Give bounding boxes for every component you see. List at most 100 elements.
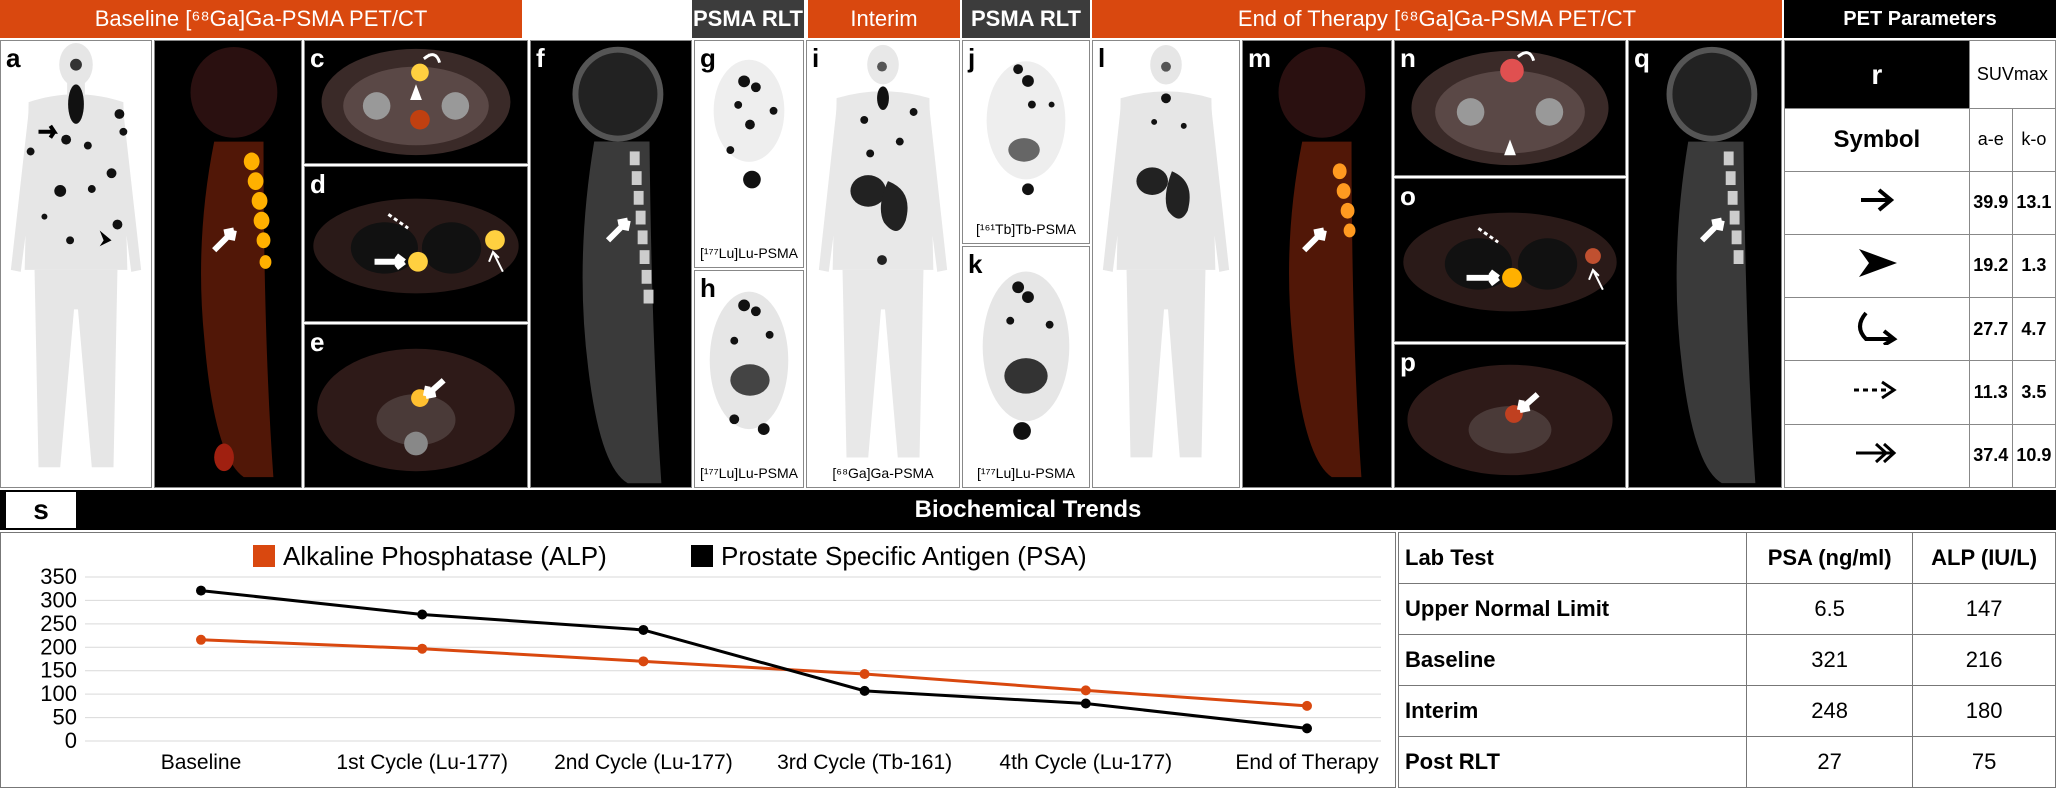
data-point bbox=[859, 668, 870, 679]
header-psma-rlt-2: PSMA RLT bbox=[962, 0, 1090, 38]
panel-q-sagittal-ct-image: q bbox=[1628, 40, 1782, 488]
caption-h: [¹⁷⁷Lu]Lu-PSMA bbox=[699, 465, 799, 481]
x-category-label: 1st Cycle (Lu-177) bbox=[336, 751, 508, 774]
panel-label-e: e bbox=[310, 327, 325, 357]
suvmax-k-o-value: 3.5 bbox=[2011, 360, 2056, 425]
suvmax-a-e-value: 19.2 bbox=[1968, 233, 2013, 299]
lab-psa-value: 248 bbox=[1745, 685, 1914, 737]
panel-label-r: r bbox=[1784, 39, 1970, 110]
lab-alp-value: 216 bbox=[1912, 634, 2056, 686]
lab-row: Baseline 321 216 bbox=[1398, 634, 2056, 686]
pet-parameters-table: r SUVmax Symbol a-e k-o 39.9 13.1 19.2 1… bbox=[1784, 39, 2056, 489]
arrowhead-icon bbox=[1858, 249, 1897, 278]
data-point bbox=[1080, 698, 1091, 709]
panel-g-lu-psma-image: g [¹⁷⁷Lu]Lu-PSMA bbox=[694, 40, 804, 268]
panel-label-j: j bbox=[968, 43, 976, 73]
legend-label: Alkaline Phosphatase (ALP) bbox=[283, 541, 607, 571]
panel-label-c: c bbox=[310, 43, 325, 73]
panel-label-o: o bbox=[1400, 181, 1416, 211]
panel-j-tb-psma-image: j [¹⁶¹Tb]Tb-PSMA bbox=[962, 40, 1090, 244]
lab-row: Post RLT 27 75 bbox=[1398, 736, 2056, 788]
panel-a-mip-image: a bbox=[0, 40, 152, 488]
data-point bbox=[638, 656, 649, 667]
suvmax-a-e-value: 27.7 bbox=[1968, 297, 2013, 362]
panel-i-ga-psma-image: i [⁶⁸Ga]Ga-PSMA bbox=[806, 40, 960, 488]
biochem-title: Biochemical Trends bbox=[914, 496, 1142, 523]
panel-c-axial-pelvis-image: c bbox=[304, 40, 528, 164]
y-tick-label: 350 bbox=[40, 564, 77, 589]
y-tick-label: 150 bbox=[40, 658, 77, 683]
suvmax-a-e-value: 39.9 bbox=[1968, 170, 2013, 235]
lab-row-label: Interim bbox=[1398, 685, 1747, 737]
panel-label-q: q bbox=[1634, 43, 1650, 73]
panel-p-axial-abdomen-image: p bbox=[1394, 344, 1626, 488]
x-category-label: End of Therapy bbox=[1235, 751, 1379, 774]
x-category-label: Baseline bbox=[161, 751, 242, 774]
lab-alp-value: 180 bbox=[1912, 685, 2056, 737]
lab-alp-value: 147 bbox=[1912, 583, 2056, 635]
lab-header-alp: ALP (IU/L) bbox=[1912, 532, 2056, 584]
lab-row-label: Upper Normal Limit bbox=[1398, 583, 1747, 635]
biochem-header-bar: s Biochemical Trends bbox=[0, 490, 2056, 530]
panel-label-f: f bbox=[536, 43, 545, 73]
caption-i: [⁶⁸Ga]Ga-PSMA bbox=[832, 465, 934, 481]
header-interim: Interim bbox=[808, 0, 960, 38]
dashed-arrow-icon bbox=[1853, 380, 1897, 400]
caption-j: [¹⁶¹Tb]Tb-PSMA bbox=[976, 221, 1076, 237]
data-point bbox=[417, 609, 428, 620]
panel-b-sagittal-fused-image: b bbox=[154, 40, 302, 488]
legend-swatch bbox=[691, 545, 713, 567]
panel-label-i: i bbox=[812, 43, 820, 73]
lab-header-test: Lab Test bbox=[1398, 532, 1747, 584]
panel-label-a: a bbox=[6, 43, 21, 73]
x-category-label: 2nd Cycle (Lu-177) bbox=[554, 751, 733, 774]
panel-label-h: h bbox=[700, 273, 716, 303]
header-psma-rlt-1: PSMA RLT bbox=[692, 0, 804, 38]
data-point bbox=[196, 585, 206, 596]
panel-d-axial-thorax-image: d bbox=[304, 166, 528, 322]
symbol-header: Symbol bbox=[1784, 108, 1970, 172]
panel-e-axial-abdomen-image: e bbox=[304, 324, 528, 488]
panel-label-d: d bbox=[310, 169, 326, 199]
panel-label-g: g bbox=[700, 43, 716, 73]
header-end-of-therapy: End of Therapy [⁶⁸Ga]Ga-PSMA PET/CT bbox=[1092, 0, 1782, 38]
suvmax-a-e-value: 11.3 bbox=[1968, 360, 2013, 425]
data-point bbox=[638, 624, 649, 635]
y-tick-label: 50 bbox=[53, 705, 77, 730]
pet-row: 11.3 3.5 bbox=[1784, 360, 2056, 425]
lab-row-label: Post RLT bbox=[1398, 736, 1747, 788]
data-point bbox=[196, 634, 206, 645]
caption-g: [¹⁷⁷Lu]Lu-PSMA bbox=[699, 245, 799, 261]
x-category-label: 4th Cycle (Lu-177) bbox=[999, 751, 1172, 774]
panel-l-mip-image: l bbox=[1092, 40, 1240, 488]
panel-label-m: m bbox=[1248, 43, 1272, 73]
x-category-label: 3rd Cycle (Tb-161) bbox=[777, 751, 952, 774]
header-pet-parameters: PET Parameters bbox=[1784, 0, 2056, 38]
lab-table: Lab Test PSA (ng/ml) ALP (IU/L) Upper No… bbox=[1398, 532, 2056, 788]
col-header-a-e: a-e bbox=[1968, 108, 2013, 172]
panel-label-n: n bbox=[1400, 43, 1416, 73]
panel-f-sagittal-ct-image: f bbox=[530, 40, 692, 488]
panel-label-s: s bbox=[6, 492, 76, 528]
double-arrowhead-icon bbox=[1855, 443, 1897, 464]
panel-label-p: p bbox=[1400, 347, 1416, 377]
series-line bbox=[200, 589, 1308, 730]
panel-m-sagittal-fused-image: m bbox=[1242, 40, 1392, 488]
suvmax-k-o-value: 4.7 bbox=[2011, 297, 2056, 362]
curved-arrow-icon bbox=[1857, 311, 1898, 347]
data-point bbox=[1080, 685, 1091, 696]
panel-label-k: k bbox=[968, 249, 983, 279]
panel-k-lu-psma-image: k [¹⁷⁷Lu]Lu-PSMA bbox=[962, 246, 1090, 488]
suvmax-k-o-value: 1.3 bbox=[2011, 233, 2056, 299]
header-baseline: Baseline [⁶⁸Ga]Ga-PSMA PET/CT bbox=[0, 0, 522, 38]
pet-row: 37.4 10.9 bbox=[1784, 423, 2056, 489]
lab-alp-value: 75 bbox=[1912, 736, 2056, 788]
suvmax-header: SUVmax bbox=[1968, 39, 2056, 110]
pet-row: 19.2 1.3 bbox=[1784, 233, 2056, 299]
legend-swatch bbox=[253, 545, 275, 567]
panel-n-axial-pelvis-image: n bbox=[1394, 40, 1626, 176]
lab-row: Upper Normal Limit 6.5 147 bbox=[1398, 583, 2056, 635]
data-point bbox=[859, 685, 870, 696]
pet-row: 27.7 4.7 bbox=[1784, 297, 2056, 362]
